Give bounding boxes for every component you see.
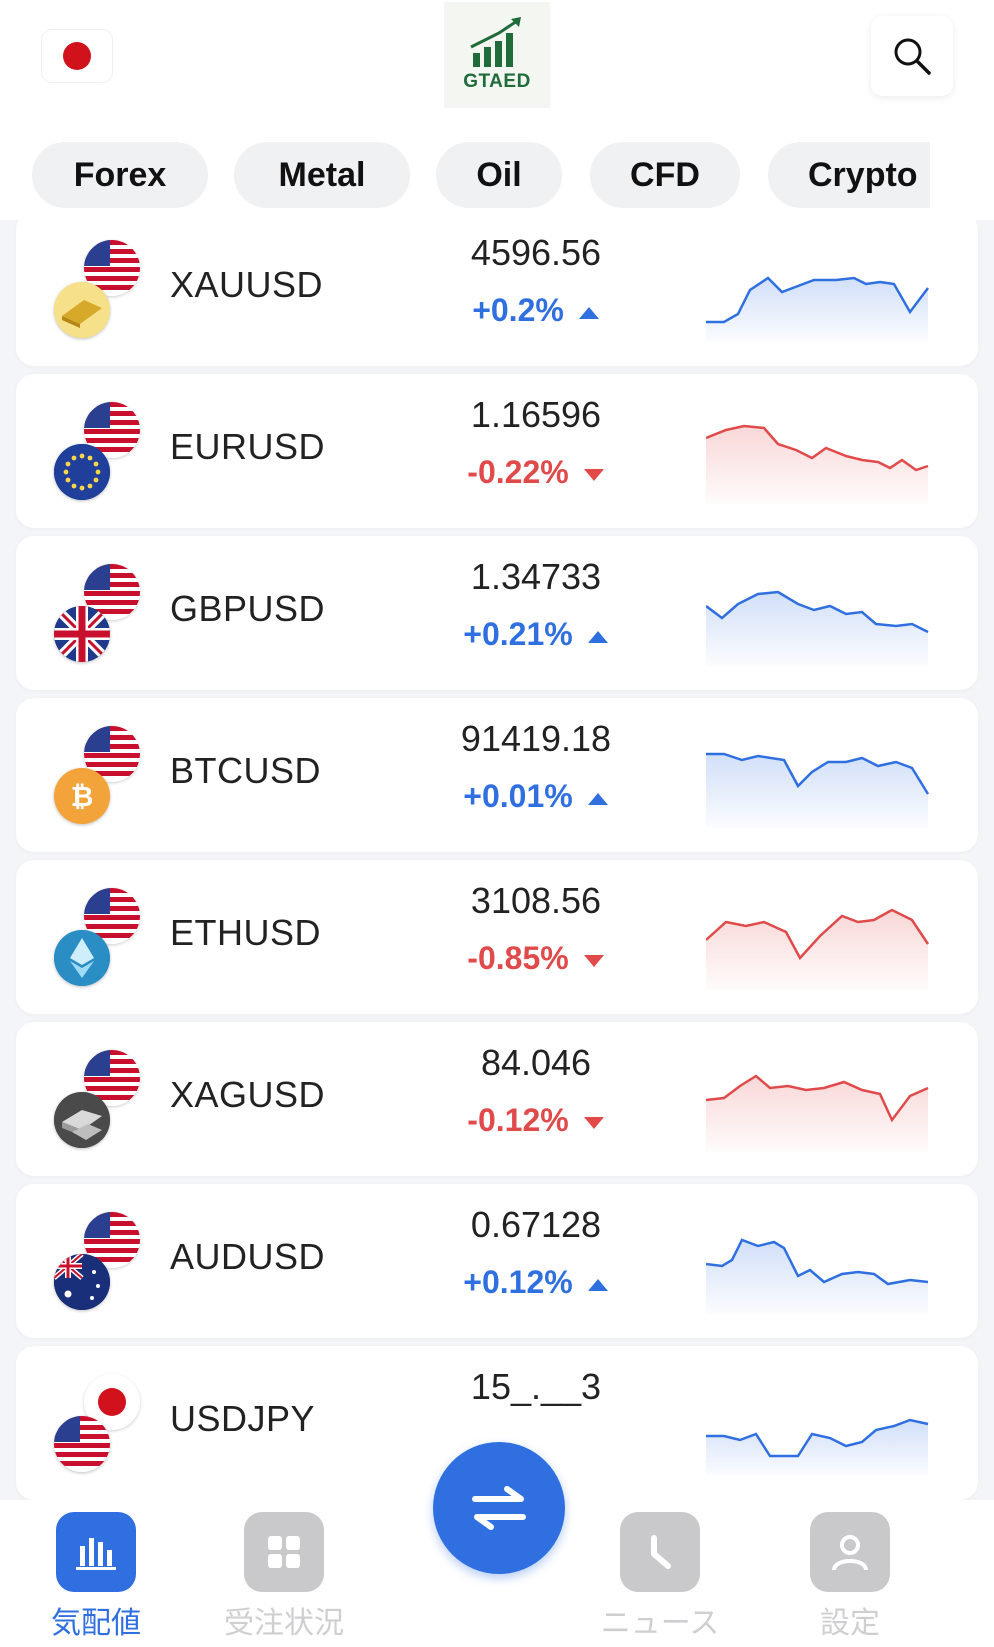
pair-icon bbox=[54, 402, 146, 502]
tab-forex[interactable]: Forex bbox=[32, 142, 208, 208]
user-icon bbox=[810, 1512, 890, 1592]
pair-icon bbox=[54, 888, 146, 988]
nav-label: 受注状況 bbox=[224, 1606, 344, 1641]
grid-icon bbox=[244, 1512, 324, 1592]
sparkline-chart bbox=[706, 424, 929, 504]
symbol-label: USDJPY bbox=[170, 1398, 316, 1439]
swap-arrows-icon bbox=[472, 1486, 526, 1530]
price-value: 1.34733 bbox=[470, 556, 602, 597]
au-flag-icon bbox=[54, 1254, 110, 1310]
pair-icon bbox=[54, 564, 146, 664]
japan-flag-icon bbox=[63, 42, 91, 70]
sparkline-chart bbox=[706, 1418, 929, 1476]
up-arrow-icon bbox=[587, 792, 608, 805]
price-value: 3108.56 bbox=[470, 880, 602, 921]
search-icon bbox=[894, 38, 931, 75]
nav-quotes[interactable]: 気配値 bbox=[16, 1512, 176, 1642]
quote-row-audusd[interactable]: AUDUSD 0.67128 +0.12% bbox=[16, 1184, 978, 1338]
quote-row-xauusd[interactable]: XAUUSD 4596.56 +0.2% bbox=[16, 220, 978, 366]
quote-row-usdjpy[interactable]: USDJPY 15_.__3 bbox=[16, 1346, 978, 1500]
pair-icon bbox=[54, 240, 146, 340]
clock-icon bbox=[620, 1512, 700, 1592]
tab-oil[interactable]: Oil bbox=[436, 142, 562, 208]
down-arrow-icon bbox=[583, 954, 604, 967]
price-value: 91419.18 bbox=[460, 718, 612, 759]
nav-settings[interactable]: 設定 bbox=[770, 1512, 930, 1642]
us-flag-icon bbox=[84, 240, 140, 296]
symbol-label: XAGUSD bbox=[170, 1074, 326, 1115]
gold-bar-icon bbox=[54, 282, 110, 338]
symbol-label: ETHUSD bbox=[170, 912, 322, 953]
pair-icon bbox=[54, 1374, 146, 1474]
symbol-label: GBPUSD bbox=[170, 588, 326, 629]
quote-row-xagusd[interactable]: XAGUSD 84.046 -0.12% bbox=[16, 1022, 978, 1176]
symbol-label: EURUSD bbox=[170, 426, 326, 467]
pair-icon: ₿ bbox=[54, 726, 146, 826]
top-bar: GTAED bbox=[0, 0, 994, 140]
nav-orders[interactable]: 受注状況 bbox=[204, 1512, 364, 1642]
sparkline-chart bbox=[706, 908, 930, 990]
down-arrow-icon bbox=[583, 468, 604, 481]
change-percent: -0.22% bbox=[386, 454, 686, 491]
nav-label: ニュース bbox=[600, 1606, 720, 1641]
symbol-label: XAUUSD bbox=[170, 264, 324, 305]
tab-crypto[interactable]: Crypto bbox=[768, 142, 930, 208]
us-flag-icon bbox=[54, 1416, 110, 1472]
quote-row-gbpusd[interactable]: GBPUSD 1.34733 +0.21% bbox=[16, 536, 978, 690]
category-tabs: Forex Metal Oil CFD Crypto bbox=[0, 140, 994, 220]
app-logo: GTAED bbox=[444, 2, 550, 108]
us-flag-icon bbox=[84, 1212, 140, 1268]
us-flag-icon bbox=[84, 888, 140, 944]
sparkline-chart bbox=[706, 1238, 929, 1314]
change-percent: +0.2% bbox=[386, 292, 686, 329]
pair-icon bbox=[54, 1050, 146, 1150]
eu-flag-icon bbox=[54, 444, 110, 500]
quote-row-eurusd[interactable]: EURUSD 1.16596 -0.22% bbox=[16, 374, 978, 528]
change-percent: -0.12% bbox=[386, 1102, 686, 1139]
price-value: 4596.56 bbox=[470, 232, 602, 273]
change-percent: +0.12% bbox=[386, 1264, 686, 1301]
price-value: 15_.__3 bbox=[470, 1366, 602, 1407]
logo-text: GTAED bbox=[463, 71, 531, 92]
nav-label: 気配値 bbox=[51, 1606, 141, 1641]
sparkline-chart bbox=[706, 1074, 929, 1152]
uk-flag-icon bbox=[54, 606, 110, 662]
down-arrow-icon bbox=[583, 1116, 604, 1129]
symbol-label: BTCUSD bbox=[170, 750, 322, 791]
change-percent: +0.01% bbox=[386, 778, 686, 815]
change-percent: -0.85% bbox=[386, 940, 686, 977]
tab-metal[interactable]: Metal bbox=[234, 142, 410, 208]
nav-news[interactable]: ニュース bbox=[580, 1512, 740, 1642]
svg-text:₿: ₿ bbox=[71, 780, 94, 813]
price-value: 84.046 bbox=[480, 1042, 592, 1083]
trade-button[interactable] bbox=[433, 1442, 565, 1574]
bar-chart-icon bbox=[56, 1512, 136, 1592]
change-percent: +0.21% bbox=[386, 616, 686, 653]
up-arrow-icon bbox=[587, 1278, 608, 1291]
tab-cfd[interactable]: CFD bbox=[590, 142, 740, 208]
up-arrow-icon bbox=[578, 306, 599, 319]
price-value: 0.67128 bbox=[470, 1204, 602, 1245]
quote-row-btcusd[interactable]: ₿ BTCUSD 91419.18 +0.01% bbox=[16, 698, 978, 852]
language-flag-button[interactable] bbox=[42, 30, 112, 82]
growth-chart-icon bbox=[470, 17, 521, 67]
quote-row-ethusd[interactable]: ETHUSD 3108.56 -0.85% bbox=[16, 860, 978, 1014]
nav-label: 設定 bbox=[820, 1606, 880, 1641]
ethereum-icon bbox=[54, 930, 110, 986]
quote-list: XAUUSD 4596.56 +0.2% EURUSD 1.16596 -0.2… bbox=[0, 220, 994, 1500]
bitcoin-icon: ₿ bbox=[54, 768, 110, 824]
price-value: 1.16596 bbox=[470, 394, 602, 435]
sparkline-chart bbox=[706, 590, 929, 666]
search-button[interactable] bbox=[871, 16, 953, 96]
silver-bar-icon bbox=[54, 1092, 110, 1148]
pair-icon bbox=[54, 1212, 146, 1312]
up-arrow-icon bbox=[587, 630, 608, 643]
symbol-label: AUDUSD bbox=[170, 1236, 326, 1277]
sparkline-chart bbox=[706, 752, 930, 828]
sparkline-chart bbox=[706, 276, 929, 342]
